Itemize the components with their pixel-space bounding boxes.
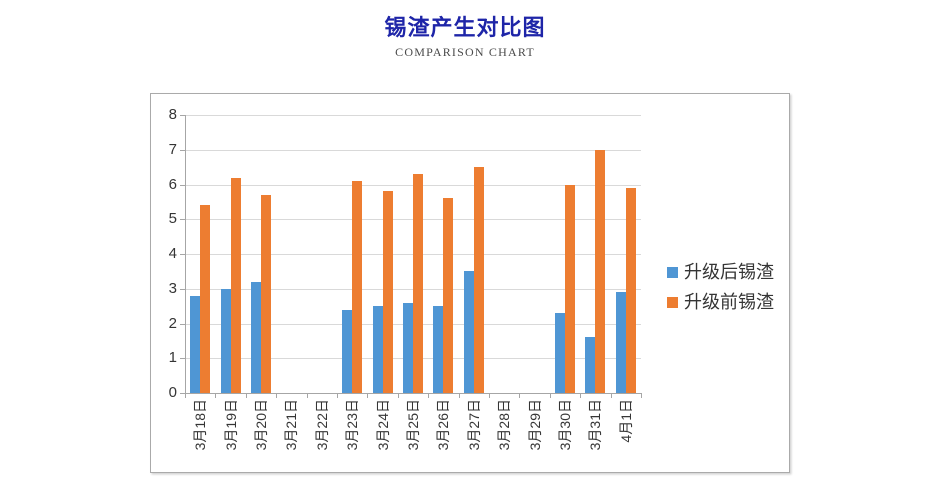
bar-series0-cat7 bbox=[403, 302, 413, 393]
bar-series1-cat2 bbox=[261, 194, 271, 393]
x-axis-category-label: 3月23日 bbox=[344, 399, 361, 451]
chart-header: 锡渣产生对比图 COMPARISON CHART bbox=[0, 14, 930, 60]
y-axis-tick bbox=[180, 184, 185, 186]
x-axis-category-label: 3月22日 bbox=[313, 399, 330, 451]
x-axis-category-label: 4月1日 bbox=[617, 399, 634, 443]
legend-label: 升级后锡渣 bbox=[684, 262, 774, 282]
y-axis-tick-label: 7 bbox=[168, 140, 177, 158]
y-axis-line bbox=[185, 115, 186, 393]
bar-series1-cat7 bbox=[413, 174, 423, 393]
x-axis-line bbox=[185, 393, 641, 394]
x-axis-category-label: 3月26日 bbox=[435, 399, 452, 451]
x-axis-tick bbox=[519, 393, 521, 398]
x-axis-category-label: 3月20日 bbox=[253, 399, 269, 451]
bar-series1-cat6 bbox=[382, 191, 393, 393]
x-axis-tick bbox=[276, 393, 278, 398]
bar-series1-cat14 bbox=[625, 187, 636, 393]
x-axis-category-label: 3月25日 bbox=[405, 399, 421, 451]
x-axis-tick bbox=[397, 393, 399, 398]
x-axis-category-label: 3月19日 bbox=[222, 399, 239, 451]
legend-item: 升级后锡渣 bbox=[667, 263, 782, 281]
x-axis-tick bbox=[245, 393, 247, 398]
x-axis-category-label: 3月28日 bbox=[496, 399, 513, 451]
x-axis-tick bbox=[458, 393, 460, 398]
legend-swatch bbox=[667, 267, 678, 278]
page-subtitle: COMPARISON CHART bbox=[395, 45, 535, 59]
y-axis-tick bbox=[180, 219, 185, 221]
legend-item: 升级前锡渣 bbox=[667, 293, 782, 311]
x-axis-tick bbox=[367, 393, 369, 398]
y-axis-tick bbox=[180, 115, 185, 116]
chart-area: 0 1 2 3 4 5 6 7 8 3月18日 3月19日 3月20日 3月21日 3月22日 3月23日 3… bbox=[150, 93, 790, 473]
y-axis-tick-label: 3 bbox=[168, 279, 177, 297]
bar-series0-cat2 bbox=[251, 281, 261, 393]
x-axis-category-label: 3月30日 bbox=[557, 399, 573, 451]
x-axis-tick bbox=[428, 393, 430, 398]
y-axis-tick-label: 0 bbox=[168, 384, 177, 401]
y-axis-tick bbox=[180, 288, 185, 290]
y-axis-tick bbox=[180, 254, 185, 255]
y-axis-tick-label: 6 bbox=[168, 175, 177, 193]
x-axis-category-label: 3月24日 bbox=[374, 399, 391, 451]
bar-series0-cat1 bbox=[220, 288, 231, 393]
x-axis-category-label: 3月21日 bbox=[283, 399, 300, 451]
bar-series1-cat5 bbox=[352, 181, 363, 393]
bar-series0-cat5 bbox=[342, 309, 353, 393]
x-axis-tick bbox=[489, 393, 490, 398]
x-axis-category-label: 3月18日 bbox=[192, 399, 209, 451]
y-axis-tick-label: 4 bbox=[168, 245, 177, 262]
y-axis-tick-label: 2 bbox=[168, 314, 177, 332]
x-axis-tick bbox=[185, 393, 186, 398]
x-axis-tick bbox=[306, 393, 308, 398]
y-axis-tick-label: 1 bbox=[168, 349, 177, 367]
bar-series1-cat9 bbox=[473, 167, 484, 393]
legend-label: 升级前锡渣 bbox=[684, 292, 774, 312]
bar-series0-cat13 bbox=[585, 337, 596, 393]
bar-series1-cat0 bbox=[200, 205, 211, 393]
bar-series1-cat1 bbox=[230, 177, 241, 393]
x-axis-tick bbox=[337, 393, 338, 398]
bar-series1-cat12 bbox=[565, 184, 575, 393]
bar-series0-cat6 bbox=[372, 306, 383, 393]
y-axis-tick bbox=[180, 149, 185, 151]
x-axis-tick bbox=[580, 393, 582, 398]
bar-series0-cat14 bbox=[615, 292, 626, 393]
y-axis-tick-label: 8 bbox=[168, 106, 177, 123]
x-axis-tick bbox=[549, 393, 551, 398]
y-axis-tick bbox=[180, 393, 185, 394]
bar-series0-cat12 bbox=[555, 313, 565, 393]
bar-series0-cat8 bbox=[433, 306, 444, 393]
bar-series0-cat0 bbox=[190, 295, 201, 393]
x-axis-category-label: 3月31日 bbox=[587, 399, 604, 451]
page-title: 锡渣产生对比图 bbox=[384, 15, 546, 40]
legend-swatch bbox=[667, 297, 678, 308]
bar-series1-cat13 bbox=[595, 149, 606, 393]
x-axis-tick bbox=[215, 393, 217, 398]
x-axis-tick bbox=[641, 393, 642, 398]
x-axis-category-label: 3月29日 bbox=[526, 399, 543, 451]
x-axis-tick bbox=[610, 393, 612, 398]
gridline bbox=[185, 149, 641, 151]
bar-series0-cat9 bbox=[463, 271, 474, 393]
y-axis-tick bbox=[180, 358, 185, 360]
x-axis-category-label: 3月27日 bbox=[465, 399, 482, 451]
gridline bbox=[185, 115, 641, 116]
bar-series1-cat8 bbox=[443, 198, 454, 393]
y-axis-tick bbox=[180, 323, 185, 325]
y-axis-tick-label: 5 bbox=[168, 210, 177, 228]
